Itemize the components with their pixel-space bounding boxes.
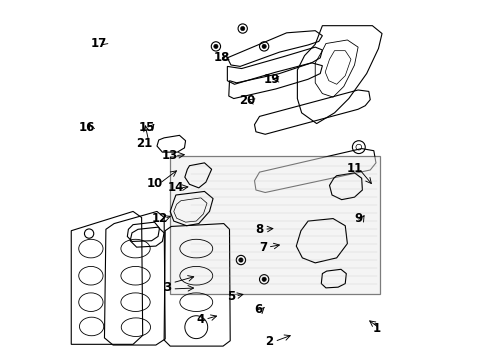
Polygon shape (170, 156, 379, 294)
Text: 3: 3 (163, 281, 171, 294)
Circle shape (213, 44, 218, 49)
Circle shape (262, 44, 266, 49)
Text: 20: 20 (239, 94, 255, 107)
Text: 11: 11 (346, 162, 362, 175)
Text: 6: 6 (253, 303, 262, 316)
Circle shape (240, 26, 244, 31)
Text: 4: 4 (196, 313, 204, 326)
Text: 9: 9 (353, 212, 362, 225)
Circle shape (262, 277, 266, 282)
Text: 18: 18 (214, 51, 230, 64)
Text: 14: 14 (167, 181, 183, 194)
Text: 8: 8 (255, 223, 263, 236)
Text: 13: 13 (162, 149, 178, 162)
Text: 17: 17 (90, 37, 107, 50)
Text: 1: 1 (372, 322, 380, 335)
Text: 16: 16 (78, 121, 95, 134)
Text: 12: 12 (151, 212, 167, 225)
Text: 15: 15 (139, 121, 155, 134)
Text: 2: 2 (265, 335, 273, 348)
Text: 21: 21 (136, 137, 152, 150)
Text: 10: 10 (146, 177, 163, 190)
Text: 7: 7 (259, 240, 266, 254)
Text: 5: 5 (226, 289, 235, 303)
Circle shape (238, 258, 243, 262)
Text: 19: 19 (264, 73, 280, 86)
